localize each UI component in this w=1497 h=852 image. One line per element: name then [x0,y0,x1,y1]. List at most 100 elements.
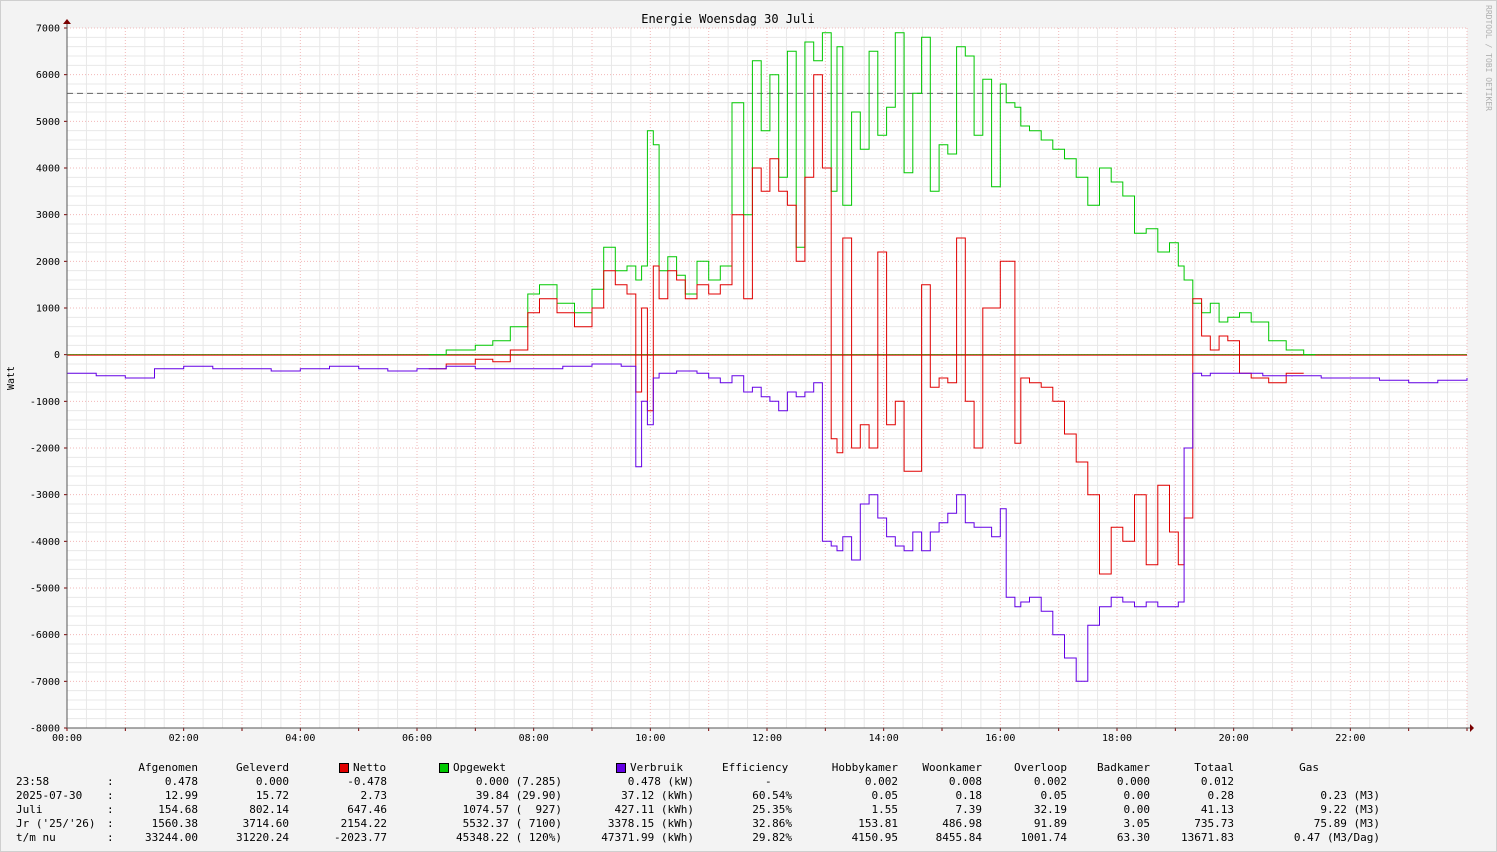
x-tick-label: 16:00 [985,733,1015,744]
x-tick-label: 10:00 [635,733,665,744]
legend-swatch-opgewekt [439,763,449,773]
table-row: Juli: 154.68 802.14 647.46 1074.57 ( 927) 427… [0,803,1497,817]
row-separator: : [107,803,114,816]
cell-geleverd: 15.72 [255,789,289,802]
energy-chart: 7000 6000 5000 4000 3000 2000 1000 0 -1000 -2000 -… [6,5,1493,744]
cell-efficiency: 25.35% [752,803,792,816]
cell-opgewekt: 45348.22 ( 120%) [456,831,562,844]
legend-swatch-verbruik [616,763,626,773]
column-header: Badkamer [1097,761,1150,774]
cell-hobbykamer: 0.05 [871,789,899,802]
cell-overloop: 32.19 [1033,803,1067,816]
y-tick-label: -7000 [30,677,60,688]
cell-woonkamer: 8455.84 [935,831,982,844]
column-header: Geleverd [236,761,289,774]
cell-hobbykamer: 153.81 [858,817,898,830]
cell-afgenomen: 0.478 [164,775,198,788]
column-header: Overloop [1014,761,1067,774]
cell-badkamer: 3.05 [1123,817,1151,830]
x-tick-label: 06:00 [402,733,432,744]
y-tick-label: 2000 [36,257,60,268]
cell-netto: -0.478 [347,775,387,788]
x-tick-labels: 00:00 02:00 04:00 06:00 08:00 10:00 12:00 14:00… [52,733,1365,744]
x-tick-label: 12:00 [752,733,782,744]
series-group [67,32,1468,682]
cell-badkamer: 63.30 [1116,831,1150,844]
y-tick-label: 5000 [36,117,60,128]
x-tick-label: 20:00 [1219,733,1249,744]
y-tick-label: -2000 [30,444,60,455]
cell-woonkamer: 0.008 [948,775,982,788]
cell-afgenomen: 154.68 [158,803,198,816]
row-label: Juli [16,803,43,816]
cell-netto: 647.46 [347,803,387,816]
cell-verbruik: 47371.99 (kWh) [601,831,694,844]
y-tick-label: 4000 [36,164,60,175]
cell-totaal: 41.13 [1200,803,1234,816]
y-tick-labels: 7000 6000 5000 4000 3000 2000 1000 0 -1000 -2000 -… [30,24,67,735]
column-header: Opgewekt [453,761,506,774]
x-tick-label: 08:00 [519,733,549,744]
cell-hobbykamer: 0.002 [864,775,898,788]
y-axis-arrow [63,19,71,24]
y-tick-label: -8000 [30,724,60,735]
row-separator: : [107,789,114,802]
x-tick-label: 18:00 [1102,733,1132,744]
y-tick-label: -4000 [30,537,60,548]
x-tick-label: 00:00 [52,733,82,744]
cell-gas: 9.22 (M3) [1320,803,1380,816]
cell-afgenomen: 1560.38 [151,817,198,830]
chart-title: Energie Woensdag 30 Juli [641,12,814,26]
cell-verbruik: 427.11 (kWh) [614,803,694,816]
cell-overloop: 1001.74 [1020,831,1067,844]
column-header: Hobbykamer [831,761,898,774]
cell-geleverd: 0.000 [255,775,289,788]
cell-afgenomen: 33244.00 [145,831,198,844]
cell-totaal: 13671.83 [1181,831,1234,844]
y-tick-label: -3000 [30,490,60,501]
cell-opgewekt: 39.84 (29.90) [475,789,562,802]
cell-woonkamer: 0.18 [955,789,983,802]
column-header: Verbruik [630,761,683,774]
cell-verbruik: 37.12 (kWh) [621,789,694,802]
x-axis-arrow [1470,724,1474,732]
x-tick-label: 14:00 [869,733,899,744]
table-row: 23:58: 0.478 0.000 -0.478 0.000 (7.285) 0.478… [0,775,1497,789]
y-axis-label: Watt [6,366,17,390]
cell-efficiency: 29.82% [752,831,792,844]
y-tick-label: 3000 [36,210,60,221]
cell-overloop: 0.05 [1040,789,1068,802]
cell-efficiency: 32.86% [752,817,792,830]
cell-opgewekt: 0.000 (7.285) [475,775,562,788]
cell-hobbykamer: 1.55 [871,803,899,816]
y-tick-label: 1000 [36,304,60,315]
series-line-opgewekt [428,32,1316,356]
table-row: 2025-07-30: 12.99 15.72 2.73 39.84 (29.90) 37… [0,789,1497,803]
cell-hobbykamer: 4150.95 [851,831,898,844]
y-tick-label: -1000 [30,397,60,408]
cell-geleverd: 31220.24 [236,831,289,844]
cell-overloop: 0.002 [1033,775,1067,788]
cell-netto: -2023.77 [334,831,387,844]
cell-geleverd: 3714.60 [242,817,289,830]
x-tick-label: 04:00 [285,733,315,744]
cell-totaal: 0.012 [1200,775,1234,788]
cell-woonkamer: 7.39 [955,803,983,816]
column-header: Woonkamer [922,761,982,774]
cell-badkamer: 0.00 [1123,803,1151,816]
cell-overloop: 91.89 [1033,817,1067,830]
x-tick-label: 02:00 [169,733,199,744]
table-row: t/m nu: 33244.00 31220.24 -2023.77 45348.22 … [0,831,1497,845]
cell-afgenomen: 12.99 [164,789,198,802]
cell-netto: 2.73 [360,789,388,802]
cell-verbruik: 0.478 (kW) [627,775,694,788]
x-tick-label: 22:00 [1335,733,1365,744]
row-label: t/m nu [16,831,56,844]
column-header: Totaal [1194,761,1234,774]
y-tick-label: 0 [54,350,60,361]
cell-totaal: 0.28 [1207,789,1235,802]
series-line-verbruik [67,363,1468,682]
table-row: Jr ('25/'26): 1560.38 3714.60 2154.22 5532.3… [0,817,1497,831]
y-tick-label: -6000 [30,630,60,641]
watermark: RRDTOOL / TOBI OETIKER [1484,5,1493,111]
